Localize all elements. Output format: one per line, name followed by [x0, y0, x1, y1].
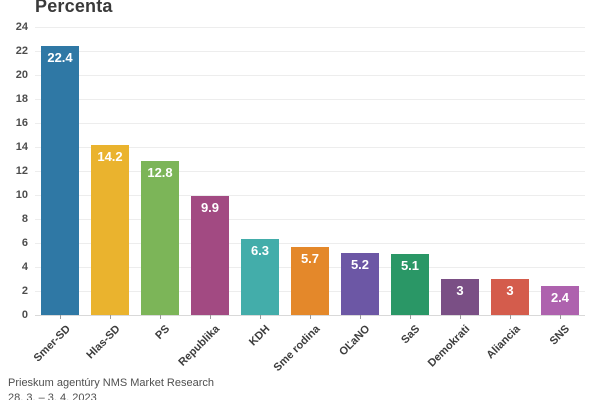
chart-title: Percenta [35, 0, 113, 16]
x-category-label-Sme rodina: Sme rodina [271, 323, 323, 374]
x-tick [310, 315, 311, 319]
x-category-label-SaS: SaS [399, 323, 423, 347]
y-tick-label-14: 14 [15, 141, 28, 153]
x-category-label-OĽaNO: OĽaNO [337, 323, 373, 359]
y-tick-label-18: 18 [15, 93, 28, 105]
bar-Sme rodina: 5.7 [291, 246, 329, 315]
y-tick-label-16: 16 [15, 117, 28, 129]
y-tick-label-4: 4 [21, 261, 28, 273]
x-tick [460, 315, 461, 319]
y-tick-label-24: 24 [15, 21, 28, 33]
x-tick [560, 315, 561, 319]
gridline-y-20 [35, 75, 585, 76]
x-tick [60, 315, 61, 319]
bar-Republika: 9.9 [191, 196, 229, 315]
bar-value-label: 3 [506, 283, 514, 298]
bar-Aliancia: 3 [491, 279, 529, 315]
bar-SaS: 5.1 [391, 253, 429, 315]
x-tick [360, 315, 361, 319]
x-category-label-KDH: KDH [247, 323, 273, 349]
gridline-y-16 [35, 123, 585, 124]
bar-value-label: 12.8 [147, 165, 173, 181]
bar-value-label: 2.4 [550, 290, 570, 306]
x-tick [210, 315, 211, 319]
x-tick [160, 315, 161, 319]
y-tick-label-22: 22 [15, 45, 28, 57]
y-tick-label-6: 6 [21, 237, 28, 249]
bar-value-label: 9.9 [200, 200, 220, 216]
x-tick [510, 315, 511, 319]
x-category-label-Demokrati: Demokrati [425, 323, 473, 370]
bar-value-label: 5.1 [400, 257, 420, 273]
gridline-y-8 [35, 219, 585, 220]
y-tick-label-8: 8 [21, 213, 28, 225]
gridline-y-14 [35, 147, 585, 148]
gridline-y-10 [35, 195, 585, 196]
y-tick-label-0: 0 [21, 309, 28, 321]
x-category-label-Hlas-SD: Hlas-SD [84, 323, 123, 362]
bar-Hlas-SD: 14.2 [91, 144, 129, 315]
bar-value-label: 22.4 [47, 50, 73, 66]
bar-value-label: 3 [456, 283, 464, 298]
x-category-label-Aliancia: Aliancia [484, 323, 523, 362]
gridline-y-12 [35, 171, 585, 172]
bar-value-label: 5.7 [300, 250, 320, 266]
x-tick [410, 315, 411, 319]
bar-SNS: 2.4 [541, 286, 579, 315]
y-tick-label-2: 2 [21, 285, 28, 297]
y-axis: 0 2 4 6 8 10 12 14 16 18 20 22 24 [0, 21, 30, 321]
bar-value-label: 14.2 [97, 148, 123, 164]
footer-source: Prieskum agentúry NMS Market Research [8, 377, 215, 389]
gridline-y-18 [35, 99, 585, 100]
bar-value-label: 5.2 [350, 256, 370, 272]
x-tick [110, 315, 111, 319]
y-tick-label-10: 10 [15, 189, 28, 201]
bar-OĽaNO: 5.2 [341, 252, 379, 315]
footer-date: 28. 3. – 3. 4. 2023 [8, 392, 97, 400]
x-category-label-SNS: SNS [548, 323, 573, 348]
x-category-label-PS: PS [153, 323, 173, 342]
bar-KDH: 6.3 [241, 239, 279, 315]
bar-PS: 12.8 [141, 161, 179, 315]
x-category-label-Smer-SD: Smer-SD [31, 323, 73, 365]
plot-area: 22.4 14.2 12.8 9.9 6.3 5.7 5.2 5.1 3 3 2.4 [35, 27, 585, 316]
bar-Demokrati: 3 [441, 279, 479, 315]
y-tick-label-20: 20 [15, 69, 28, 81]
x-category-label-Republika: Republika [176, 323, 223, 369]
gridline-y-22 [35, 51, 585, 52]
bar-Smer-SD: 22.4 [41, 46, 79, 315]
y-tick-label-12: 12 [15, 165, 28, 177]
gridline-y-24 [35, 27, 585, 28]
x-tick [260, 315, 261, 319]
bar-value-label: 6.3 [250, 243, 270, 259]
gridline-y-6 [35, 243, 585, 244]
